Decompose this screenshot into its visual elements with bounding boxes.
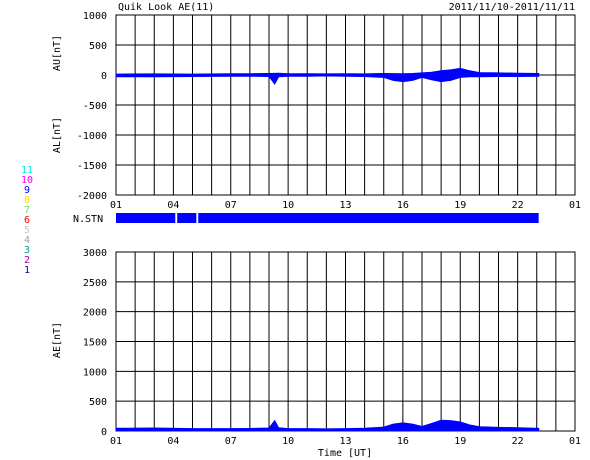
station-legend-item: 3 xyxy=(24,245,30,256)
au-al-ytick-label: -2000 xyxy=(77,191,107,202)
ae-ytick-label: 3000 xyxy=(83,248,107,259)
ae-ytick-label: 1000 xyxy=(83,367,107,378)
au-al-ytick-label: 500 xyxy=(89,41,107,52)
ae-panel: AE[nT] Time [UT] 3000 2500 2000 1500 1000 500… xyxy=(52,248,581,459)
station-legend-item: 11 xyxy=(21,165,33,176)
x-axis-title: Time [UT] xyxy=(318,448,372,459)
station-legend-item: 5 xyxy=(24,225,30,236)
nstn-segment xyxy=(198,213,539,223)
au-al-xtick-label: 16 xyxy=(397,200,409,211)
ae-xtick-label: 19 xyxy=(454,436,466,447)
al-series xyxy=(115,74,540,85)
station-legend-item: 9 xyxy=(24,185,30,196)
station-legend-item: 8 xyxy=(24,195,30,206)
au-axis-label: AU[nT] xyxy=(52,35,63,71)
ae-ytick-label: 1500 xyxy=(83,338,107,349)
au-al-xtick-label: 01 xyxy=(110,200,122,211)
station-legend-item: 10 xyxy=(21,175,33,186)
nstn-label: N.STN xyxy=(73,214,103,225)
station-legend-item: 4 xyxy=(24,235,30,246)
nstn-segment xyxy=(177,213,197,223)
ae-xtick-label: 07 xyxy=(225,436,237,447)
ae-xtick-label: 13 xyxy=(339,436,351,447)
station-legend-item: 2 xyxy=(24,255,30,266)
ae-xtick-label: 01 xyxy=(110,436,122,447)
au-al-ytick-label: -1500 xyxy=(77,161,107,172)
date-range: 2011/11/10-2011/11/11 xyxy=(449,2,575,13)
au-al-ytick-label: 1000 xyxy=(83,11,107,22)
ae-ytick-label: 2000 xyxy=(83,308,107,319)
ae-ytick-label: 0 xyxy=(101,427,107,438)
au-al-xtick-label: 19 xyxy=(454,200,466,211)
au-al-xtick-label: 13 xyxy=(339,200,351,211)
au-al-xtick-label: 04 xyxy=(167,200,179,211)
al-axis-label: AL[nT] xyxy=(52,117,63,153)
au-al-xtick-label: 01 xyxy=(569,200,581,211)
au-al-xtick-label: 07 xyxy=(225,200,237,211)
au-series xyxy=(115,67,540,76)
station-legend-item: 6 xyxy=(24,215,30,226)
au-al-ytick-label: 0 xyxy=(101,71,107,82)
au-al-frame xyxy=(115,14,576,196)
au-al-ytick-label: -500 xyxy=(83,101,107,112)
station-legend-item: 7 xyxy=(24,205,30,216)
station-legend-item: 1 xyxy=(24,265,30,276)
au-al-panel: AU[nT] AL[nT] 1000 500 0 -500 -1000 -1500 -200… xyxy=(52,11,581,211)
ae-ytick-label: 500 xyxy=(89,397,107,408)
chart-title: Quik Look AE(11) xyxy=(118,2,214,13)
ae-series xyxy=(115,419,540,432)
ae-xtick-label: 10 xyxy=(282,436,294,447)
ae-ytick-label: 2500 xyxy=(83,278,107,289)
ae-xtick-label: 16 xyxy=(397,436,409,447)
nstn-segment xyxy=(116,213,176,223)
au-al-xtick-label: 10 xyxy=(282,200,294,211)
ae-xtick-label: 22 xyxy=(512,436,524,447)
ae-xtick-label: 04 xyxy=(167,436,179,447)
au-al-ytick-label: -1000 xyxy=(77,131,107,142)
station-count-panel: N.STN xyxy=(73,213,539,225)
au-al-xtick-label: 22 xyxy=(512,200,524,211)
ae-xtick-label: 01 xyxy=(569,436,581,447)
ae-axis-label: AE[nT] xyxy=(52,322,63,358)
